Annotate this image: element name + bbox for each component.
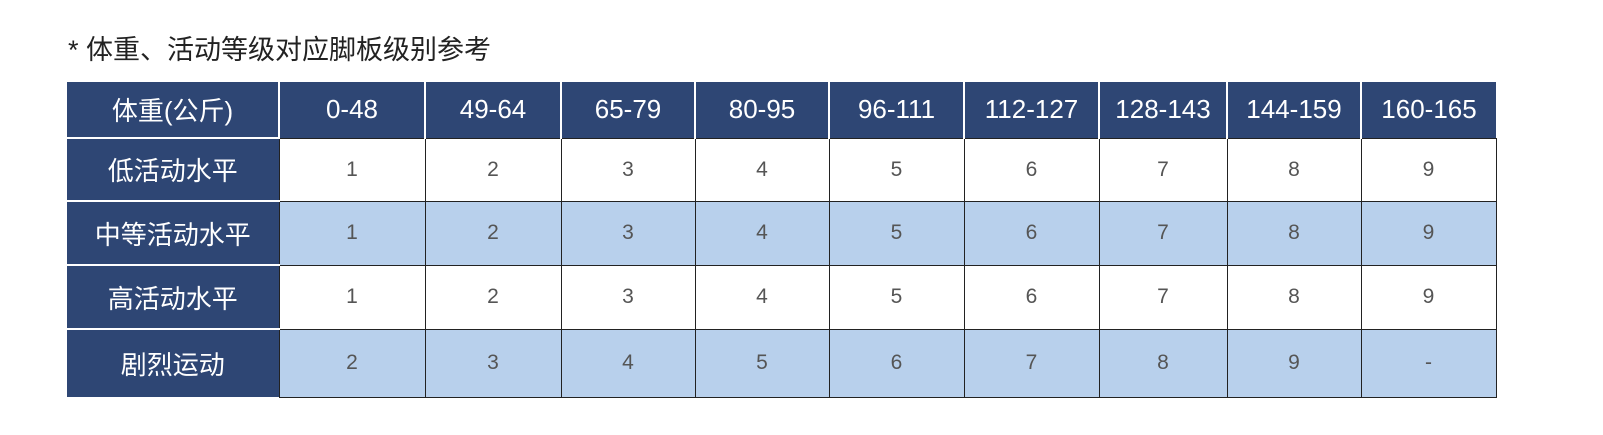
cell: 1 xyxy=(278,264,426,330)
row-header-title: 体重(公斤) xyxy=(67,82,279,138)
cell: 9 xyxy=(1360,264,1497,330)
cell: 6 xyxy=(963,264,1100,330)
cell: 7 xyxy=(1098,264,1228,330)
cell: 4 xyxy=(694,200,830,266)
cell: 4 xyxy=(560,328,696,398)
cell: 9 xyxy=(1226,328,1362,398)
cell: - xyxy=(1360,328,1497,398)
row-label: 中等活动水平 xyxy=(67,200,279,265)
cell: 1 xyxy=(278,200,426,266)
table-row: 剧烈运动 2 3 4 5 6 7 8 9- xyxy=(67,328,1497,398)
cell: 8 xyxy=(1226,264,1362,330)
cell: 3 xyxy=(424,328,562,398)
cell: 9 xyxy=(1360,200,1497,266)
cell: 2 xyxy=(424,200,562,266)
table-row: 高活动水平 1 2 3 4 5 6 7 8 9 xyxy=(67,264,1497,330)
cell: 2 xyxy=(278,328,426,398)
table-row: 低活动水平 1 2 3 4 5 6 7 8 9 xyxy=(67,137,1497,202)
column-header: 160-165 xyxy=(1360,82,1496,138)
reference-table: 体重(公斤) 0-48 49-64 65-79 80-95 96-111 112-127 12… xyxy=(67,82,1497,398)
title: * 体重、活动等级对应脚板级别参考 xyxy=(68,35,492,65)
cell: 3 xyxy=(560,264,696,330)
row-label: 高活动水平 xyxy=(67,264,279,329)
cell: 3 xyxy=(560,137,696,202)
cell: 9 xyxy=(1360,137,1497,202)
row-label: 剧烈运动 xyxy=(67,328,279,397)
column-header: 65-79 xyxy=(560,82,695,138)
cell: 6 xyxy=(828,328,965,398)
cell: 7 xyxy=(1098,137,1228,202)
cell: 1 xyxy=(278,137,426,202)
cell: 8 xyxy=(1226,137,1362,202)
cell: 5 xyxy=(694,328,830,398)
column-header: 0-48 xyxy=(278,82,425,138)
cell: 6 xyxy=(963,200,1100,266)
table-row: 中等活动水平 1 2 3 4 5 6 7 8 9 xyxy=(67,200,1497,266)
header-row: 体重(公斤) 0-48 49-64 65-79 80-95 96-111 112-127 12… xyxy=(67,82,1496,138)
cell: 3 xyxy=(560,200,696,266)
cell: 7 xyxy=(963,328,1100,398)
column-header: 144-159 xyxy=(1226,82,1361,138)
column-header: 128-143 xyxy=(1098,82,1227,138)
cell: 5 xyxy=(828,137,965,202)
cell: 2 xyxy=(424,264,562,330)
column-header: 80-95 xyxy=(694,82,829,138)
cell: 5 xyxy=(828,200,965,266)
cell: 7 xyxy=(1098,200,1228,266)
cell: 4 xyxy=(694,137,830,202)
row-label: 低活动水平 xyxy=(67,137,279,201)
cell: 5 xyxy=(828,264,965,330)
column-header: 112-127 xyxy=(963,82,1099,138)
cell: 8 xyxy=(1226,200,1362,266)
column-header: 49-64 xyxy=(424,82,561,138)
cell: 6 xyxy=(963,137,1100,202)
cell: 2 xyxy=(424,137,562,202)
column-header: 96-111 xyxy=(828,82,964,138)
cell: 4 xyxy=(694,264,830,330)
cell: 8 xyxy=(1098,328,1228,398)
